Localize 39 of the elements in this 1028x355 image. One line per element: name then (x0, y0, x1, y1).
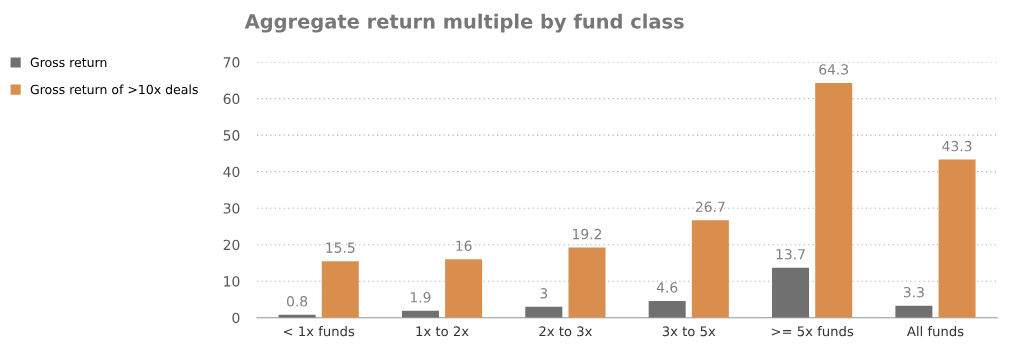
x-tick-label: 3x to 5x (662, 326, 716, 337)
chart-title: Aggregate return multiple by fund class (244, 13, 684, 33)
x-tick-label: >= 5x funds (771, 326, 854, 337)
y-tick-label: 50 (223, 130, 240, 141)
x-tick-label: < 1x funds (283, 326, 355, 337)
x-tick-label: 2x to 3x (539, 326, 592, 337)
data-label: 19.2 (573, 228, 602, 240)
legend-label: Gross return of >10x deals (30, 84, 198, 95)
bar (772, 267, 810, 318)
bar (815, 82, 853, 318)
y-tick-label: 70 (223, 57, 240, 68)
x-tick-label: All funds (907, 326, 964, 337)
bar (938, 159, 976, 318)
y-tick-label: 0 (232, 312, 240, 324)
legend-label: Gross return (30, 57, 107, 68)
data-label: 3 (540, 288, 548, 299)
bar (895, 305, 933, 318)
y-tick-label: 60 (223, 93, 240, 105)
data-label: 1.9 (410, 292, 431, 303)
data-label: 13.7 (776, 248, 805, 260)
bar (568, 247, 606, 318)
y-tick-label: 20 (223, 239, 240, 251)
y-tick-label: 30 (223, 203, 240, 214)
bar (691, 220, 729, 318)
bar (648, 300, 686, 318)
data-label: 0.8 (286, 296, 308, 307)
data-label: 26.7 (695, 201, 725, 212)
data-label: 64.3 (819, 64, 849, 75)
y-tick-label: 10 (224, 276, 240, 287)
x-tick-label: 1x to 2x (416, 326, 469, 337)
bar (445, 259, 483, 318)
y-tick-label: 40 (223, 166, 240, 178)
bar (321, 261, 359, 318)
data-label: 3.3 (903, 286, 924, 298)
data-label: 4.6 (656, 282, 678, 293)
data-label: 15.5 (326, 242, 355, 253)
data-label: 16 (456, 240, 472, 252)
data-label: 43.3 (942, 140, 972, 152)
bar (525, 306, 563, 318)
